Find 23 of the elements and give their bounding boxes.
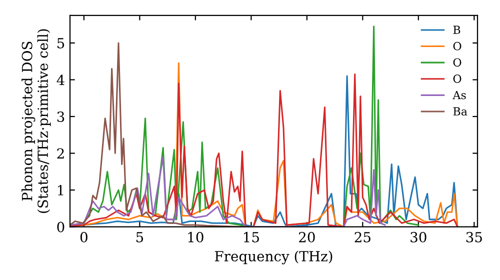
x-tick-label: 5 (136, 232, 144, 242)
legend-label: O (453, 58, 462, 67)
line-series (70, 156, 386, 227)
legend-label: B (453, 26, 460, 34)
legend-label: O (453, 74, 462, 83)
x-tick-label: 15 (244, 232, 259, 242)
y-tick-label: 1 (58, 185, 64, 196)
x-tick-label: 20 (299, 232, 315, 242)
x-tick-label: 35 (466, 232, 482, 242)
y-tick-label: 0 (57, 222, 64, 232)
y-tick-label: 3 (57, 111, 64, 122)
x-axis-title: Frequency (THz) (214, 250, 332, 264)
legend-label: Ba (453, 107, 468, 116)
y-axis-title: Phonon projected DOS (States/THz·primitive cell) (22, 29, 51, 213)
legend-label: As (452, 90, 466, 100)
y-tick-label: 5 (57, 38, 64, 48)
x-tick-label: 10 (188, 232, 204, 242)
legend-label: O (453, 42, 462, 50)
x-tick-label: 30 (410, 232, 426, 242)
x-tick-label: 0 (80, 232, 88, 242)
y-tick-label: 2 (57, 148, 64, 159)
y-tick-label: 4 (56, 74, 64, 86)
x-tick-label: 25 (354, 232, 370, 242)
